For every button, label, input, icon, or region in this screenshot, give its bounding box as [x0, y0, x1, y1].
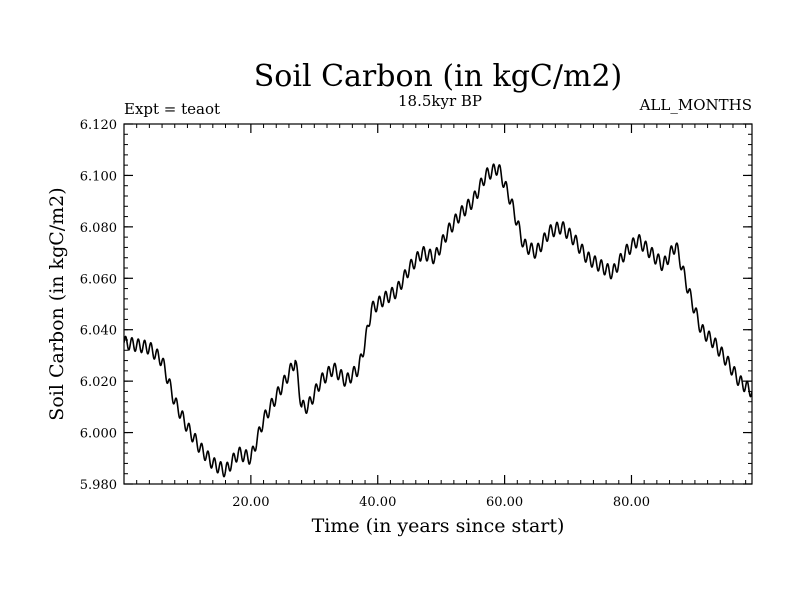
axes: 20.00 40.00 60.00 80.00 5.980 6.000 6.020 6.040…: [80, 118, 752, 510]
subtitle-experiment: Expt = teaot: [124, 100, 220, 118]
chart-title: Soil Carbon (in kgC/m2): [254, 59, 622, 94]
y-tick-label: 5.980: [80, 478, 117, 493]
x-axis-label: Time (in years since start): [312, 515, 565, 537]
x-tick-label: 80.00: [613, 495, 650, 510]
y-tick-label: 6.000: [80, 427, 117, 442]
y-tick-label: 6.100: [80, 169, 117, 184]
y-tick-label: 6.020: [80, 375, 117, 390]
subtitle-months: ALL_MONTHS: [639, 96, 752, 114]
plot-frame: [123, 123, 753, 485]
x-tick-label: 20.00: [232, 495, 269, 510]
series-line-soil-carbon: [124, 163, 752, 478]
subtitle-period: 18.5kyr BP: [398, 92, 482, 110]
x-tick-label: 40.00: [359, 495, 396, 510]
x-tick-label: 60.00: [486, 495, 523, 510]
y-tick-label: 6.060: [80, 272, 117, 287]
y-tick-label: 6.120: [80, 118, 117, 133]
series-layer: [124, 163, 752, 478]
y-tick-label: 6.080: [80, 221, 117, 236]
y-axis-label: Soil Carbon (in kgC/m2): [46, 187, 68, 420]
y-tick-label: 6.040: [80, 324, 117, 339]
